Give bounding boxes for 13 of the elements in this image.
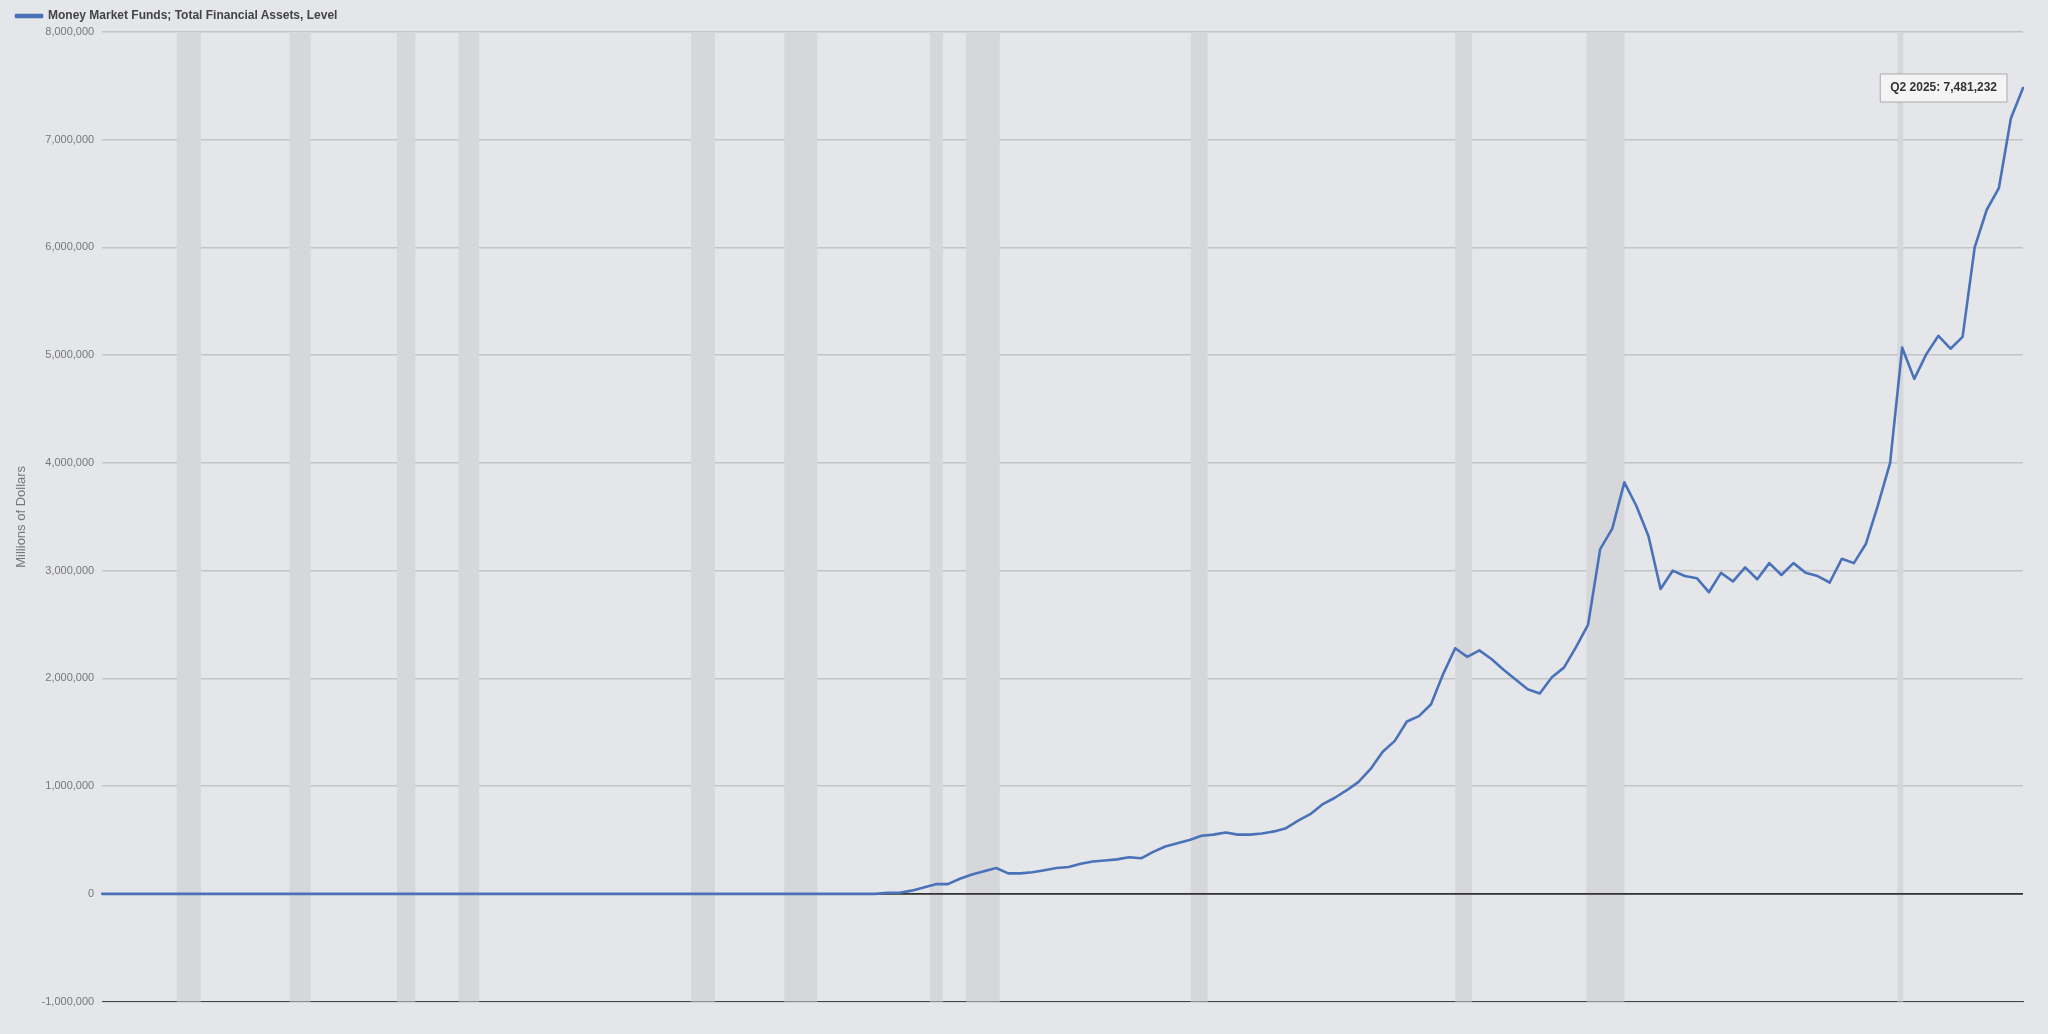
annotation: Q2 2025: 7,481,232 xyxy=(1890,80,1998,95)
y-tick-label: 4,000,000 xyxy=(45,455,95,468)
y-tick-label: 1,000,000 xyxy=(45,779,95,792)
y-tick-label: -1,000,000 xyxy=(41,994,95,1007)
y-tick-label: 8,000,000 xyxy=(45,25,95,38)
legend-label: Money Market Funds; Total Financial Assets, Level xyxy=(48,8,338,23)
y-tick-label: 2,000,000 xyxy=(45,671,95,684)
y-tick-label: 7,000,000 xyxy=(45,132,95,145)
y-tick-label: 6,000,000 xyxy=(45,240,95,253)
y-tick-label: 5,000,000 xyxy=(45,348,95,361)
y-axis-title: Millions of Dollars xyxy=(13,465,29,568)
y-tick-label: 0 xyxy=(88,886,95,899)
y-tick-label: 3,000,000 xyxy=(45,563,95,576)
